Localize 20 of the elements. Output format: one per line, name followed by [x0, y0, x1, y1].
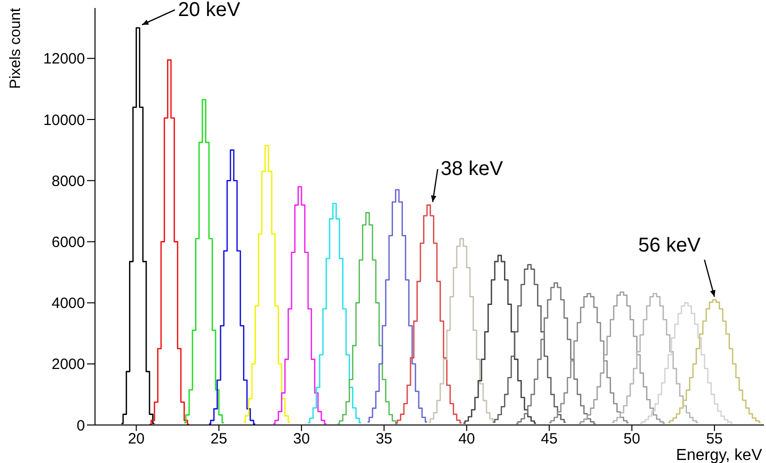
- x-tick-label: 50: [624, 430, 640, 448]
- x-tick-label: 35: [376, 430, 392, 448]
- x-tick-label: 40: [458, 430, 476, 448]
- x-tick-label: 30: [293, 430, 310, 448]
- y-tick-label: 8000: [52, 172, 85, 190]
- annotation: 56 keV: [638, 234, 702, 257]
- y-tick-label: 6000: [52, 234, 85, 252]
- x-tick-label: 55: [706, 430, 723, 448]
- annotation: 38 keV: [440, 158, 504, 180]
- y-tick-label: 2000: [52, 356, 85, 374]
- x-tick-label: 20: [128, 430, 145, 448]
- y-axis-title: Pixels count: [7, 7, 24, 89]
- y-tick-label: 0: [76, 417, 85, 434]
- y-tick-label: 10000: [43, 112, 85, 129]
- annotation: 20 keV: [178, 0, 241, 21]
- x-tick-label: 45: [540, 430, 558, 448]
- x-tick-label: 25: [210, 430, 228, 448]
- y-tick-label: 12000: [43, 50, 85, 68]
- y-tick-label: 4000: [52, 295, 85, 312]
- x-axis-title: Energy, keV: [676, 447, 762, 463]
